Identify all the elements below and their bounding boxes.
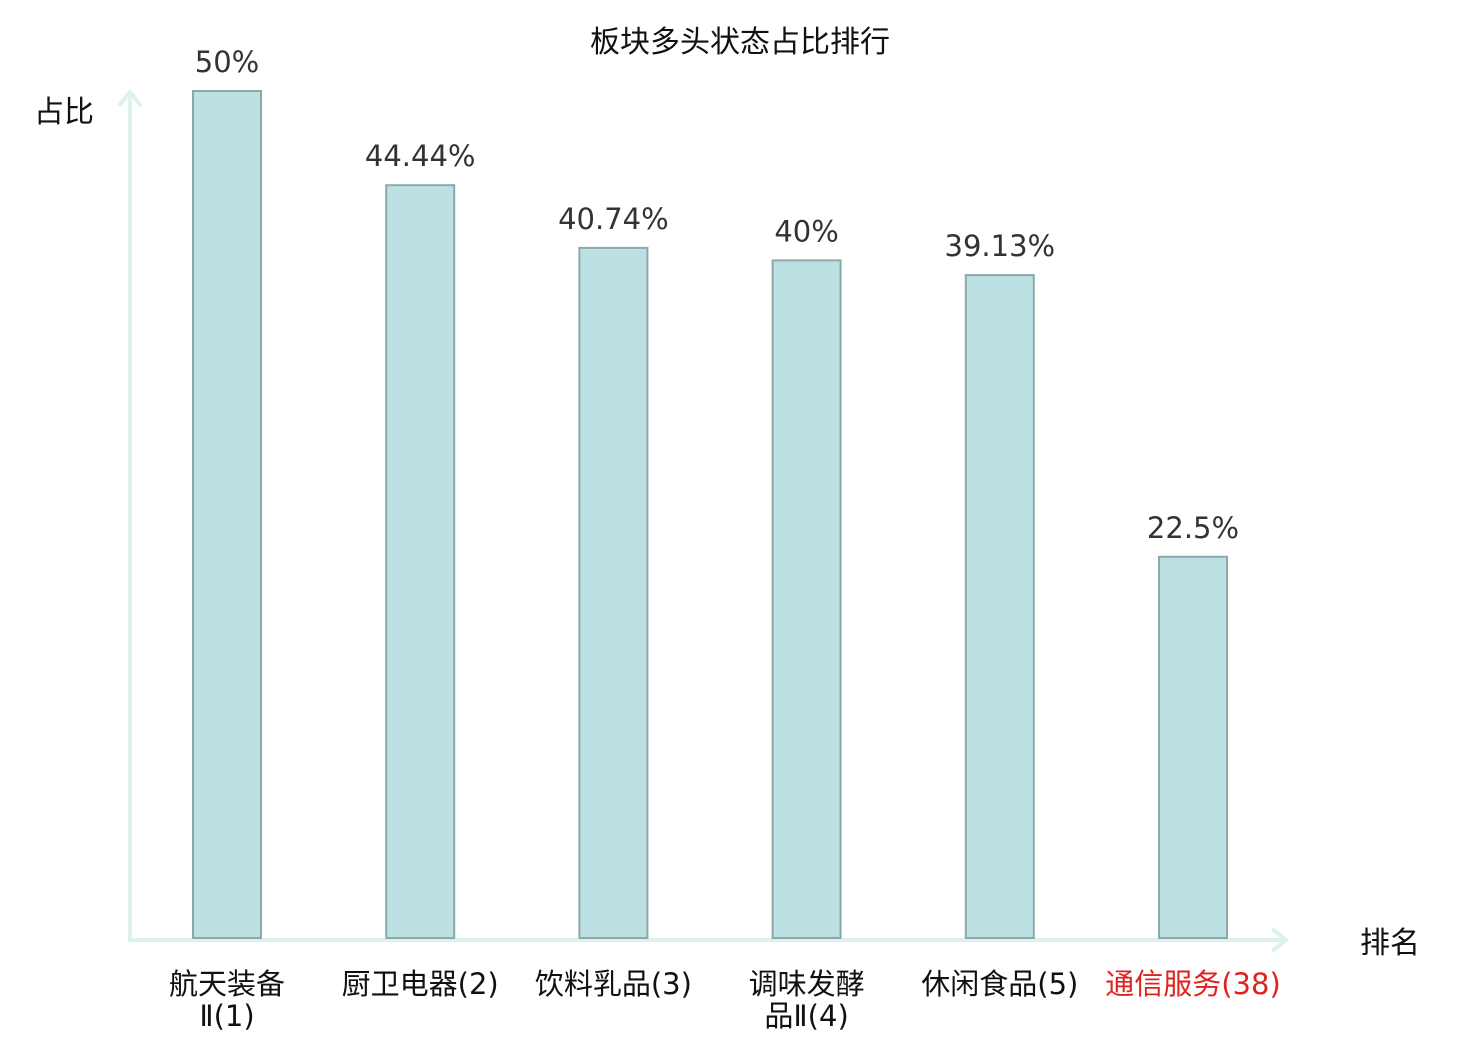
- value-label-1: 50%: [195, 45, 259, 79]
- value-label-6: 22.5%: [1147, 511, 1239, 545]
- category-label-1-line-2: Ⅱ(1): [199, 999, 254, 1033]
- chart-title: 板块多头状态占比排行: [590, 25, 890, 60]
- category-label-5: 休闲食品(5): [921, 967, 1078, 1001]
- bars-group: [192, 90, 1228, 940]
- bar-3: [578, 246, 649, 939]
- value-labels-group: 50% 44.44% 40.74% 40% 39.13% 22.5%: [195, 45, 1239, 545]
- y-axis-arrow: [117, 88, 143, 108]
- value-label-4: 40%: [774, 214, 838, 248]
- value-label-3: 40.74%: [558, 202, 669, 236]
- value-label-2: 44.44%: [365, 139, 476, 173]
- x-axis-label: 排名: [1360, 926, 1420, 961]
- category-label-3: 饮料乳品(3): [535, 967, 692, 1001]
- category-label-2: 厨卫电器(2): [342, 967, 499, 1001]
- category-label-4-line-2: 品Ⅱ(4): [764, 999, 848, 1033]
- y-axis-label: 占比: [34, 95, 94, 130]
- bar-4: [771, 259, 842, 939]
- value-label-5: 39.13%: [945, 229, 1056, 263]
- category-label-6: 通信服务(38): [1105, 967, 1281, 1001]
- axes: [117, 88, 1290, 953]
- bar-5: [964, 274, 1035, 940]
- bar-6: [1158, 555, 1228, 939]
- x-axis-arrow: [1270, 927, 1290, 953]
- bar-1: [192, 90, 262, 939]
- category-label-1-line-1: 航天装备: [169, 967, 285, 1001]
- category-label-4-line-1: 调味发酵: [749, 967, 865, 1001]
- bar-2: [385, 184, 456, 939]
